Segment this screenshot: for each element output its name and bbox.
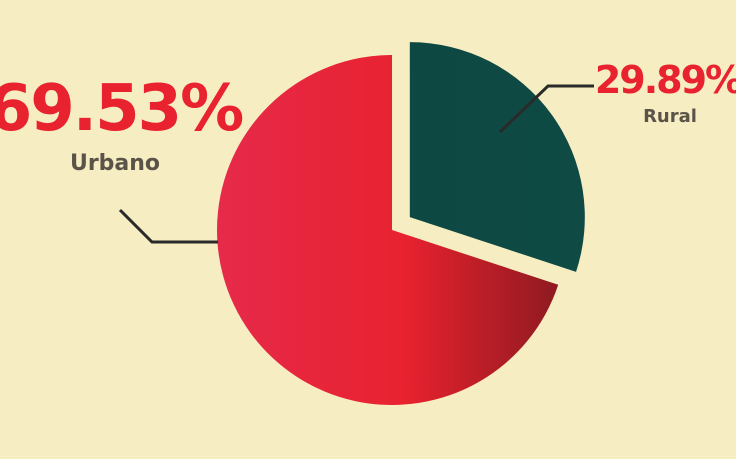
- leader-line-rural: [498, 84, 594, 134]
- pie-slice-urbano: [217, 55, 559, 405]
- rural-value-label: 29.89%: [595, 58, 736, 102]
- urbano-value-label: 69.53%: [0, 72, 243, 146]
- pie-slice-rural: [409, 42, 585, 272]
- leader-line-urbano: [118, 208, 218, 244]
- urbano-category-label: Urbano: [70, 151, 160, 176]
- rural-category-label: Rural: [643, 106, 697, 127]
